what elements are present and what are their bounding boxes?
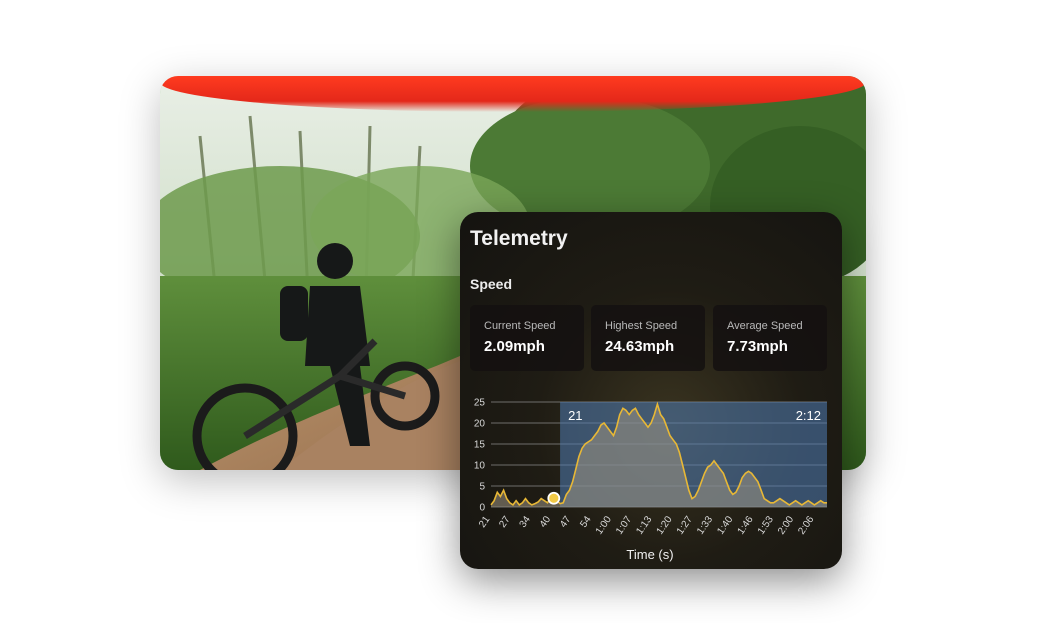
y-axis-ticks: 0 5 10 15 20 25 — [474, 398, 486, 514]
x-tick-label: 1:27 — [675, 514, 695, 537]
telemetry-panel: Telemetry Speed Current Speed 2.09mph Hi… — [460, 212, 842, 569]
panel-title: Telemetry — [470, 227, 568, 250]
x-axis-ticks: 21 27 34 40 47 54 1:00 1:07 1:13 1:20 1:27 1:33 1:40… — [477, 514, 817, 537]
x-tick-label: 2:00 — [776, 514, 796, 537]
x-tick-label: 40 — [538, 514, 554, 530]
x-tick-label: 1:13 — [634, 514, 654, 537]
speed-chart[interactable]: 0 5 10 15 20 25 21 2:12 21 27 34 40 47 54 1:00 1:07 1… — [460, 392, 842, 569]
x-tick-label: 47 — [558, 514, 574, 530]
x-tick-label: 1:53 — [756, 514, 776, 537]
x-axis-title: Time (s) — [626, 547, 673, 562]
stat-label: Average Speed — [727, 320, 803, 332]
x-tick-label: 34 — [518, 514, 534, 530]
x-tick-label: 21 — [477, 514, 493, 530]
x-tick-label: 1:33 — [695, 514, 715, 537]
selection-start-label: 21 — [568, 408, 582, 423]
y-tick-label: 10 — [474, 461, 486, 472]
y-tick-label: 15 — [474, 440, 486, 451]
x-tick-label: 1:00 — [594, 514, 614, 537]
speed-line — [490, 401, 827, 506]
y-tick-label: 25 — [474, 398, 486, 409]
speed-area — [491, 404, 827, 507]
stat-current-speed: Current Speed 2.09mph — [470, 305, 584, 371]
x-tick-label: 2:06 — [796, 514, 816, 537]
x-tick-label: 1:46 — [736, 514, 756, 537]
x-tick-label: 54 — [578, 514, 594, 530]
y-tick-label: 0 — [479, 503, 485, 514]
current-position-marker[interactable] — [547, 491, 561, 505]
x-tick-label: 1:07 — [614, 514, 634, 537]
stat-value: 2.09mph — [484, 338, 545, 355]
section-title-speed: Speed — [470, 276, 513, 292]
stat-value: 7.73mph — [727, 338, 788, 355]
stat-label: Current Speed — [484, 320, 556, 332]
y-tick-label: 20 — [474, 419, 486, 430]
stat-highest-speed: Highest Speed 24.63mph — [591, 305, 705, 371]
x-tick-label: 1:20 — [655, 514, 675, 537]
y-tick-label: 5 — [479, 482, 485, 493]
x-tick-label: 1:40 — [715, 514, 735, 537]
stat-average-speed: Average Speed 7.73mph — [713, 305, 827, 371]
stat-label: Highest Speed — [605, 320, 678, 332]
stat-value: 24.63mph — [605, 338, 675, 355]
x-tick-label: 27 — [497, 514, 513, 530]
selection-end-label: 2:12 — [796, 408, 821, 423]
